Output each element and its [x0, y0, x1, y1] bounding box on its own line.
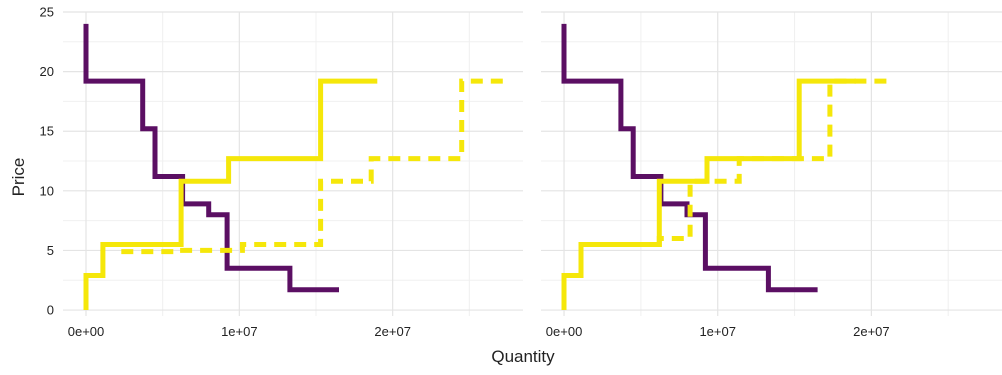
y-axis-title: Price	[9, 158, 28, 197]
y-tick-label: 20	[40, 64, 54, 79]
x-axis-title: Quantity	[491, 347, 555, 366]
x-tick-label: 2e+07	[374, 324, 411, 339]
y-tick-label: 0	[47, 303, 54, 318]
minor-grid	[63, 12, 523, 316]
x-tick-label: 1e+07	[699, 324, 736, 339]
dashed-supply-step-line	[121, 78, 511, 255]
x-tick-label: 0e+00	[546, 324, 583, 339]
x-tick-label: 1e+07	[221, 324, 258, 339]
supply-step-line	[561, 78, 856, 310]
y-tick-label: 15	[40, 124, 54, 139]
y-tick-label: 25	[40, 5, 54, 20]
chart-panel-1: 0 5 10 15 20 25 0e+00 1e+07 2e+07	[40, 5, 523, 339]
y-tick-label: 10	[40, 183, 54, 198]
x-tick-label: 0e+00	[68, 324, 105, 339]
x-tick-label: 2e+07	[853, 324, 890, 339]
chart-panel-2: 0e+00 1e+07 2e+07	[541, 11, 1002, 339]
major-grid	[541, 11, 1002, 316]
major-grid	[63, 11, 523, 316]
y-tick-label: 5	[47, 243, 54, 258]
dashed-supply-step-line	[637, 78, 887, 247]
minor-grid	[541, 12, 1002, 316]
supply-step-line	[83, 78, 378, 310]
